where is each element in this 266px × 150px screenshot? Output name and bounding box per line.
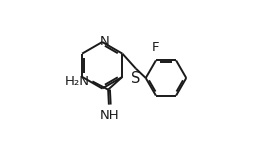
Text: S: S [131, 71, 140, 86]
Text: NH: NH [100, 109, 119, 122]
Text: N: N [100, 35, 109, 48]
Text: H₂N: H₂N [65, 75, 90, 88]
Text: F: F [151, 41, 159, 54]
